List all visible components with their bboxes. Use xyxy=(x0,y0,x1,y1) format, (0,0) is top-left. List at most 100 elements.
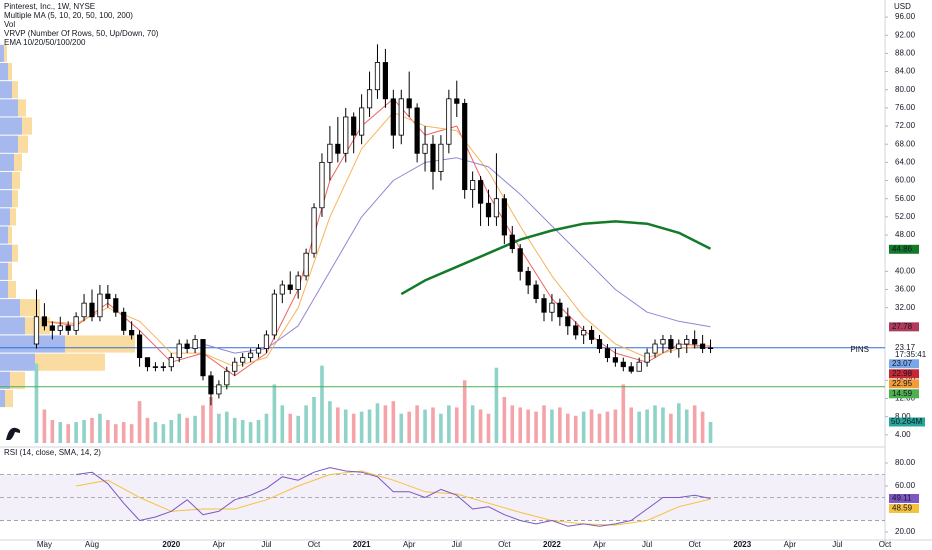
currency-label: USD xyxy=(894,2,911,11)
x-tick-label: Apr xyxy=(784,540,797,549)
profile-down xyxy=(8,280,16,299)
candle-body xyxy=(136,334,143,359)
candle-body xyxy=(454,98,460,104)
volume-bar xyxy=(653,405,657,443)
price-badge xyxy=(889,359,919,369)
candle-body xyxy=(676,343,682,349)
price-badge-label: 44.86 xyxy=(892,244,913,253)
volume-bar xyxy=(510,405,515,443)
candle-body xyxy=(287,284,293,290)
profile-down xyxy=(8,262,12,280)
rsi-badge-label: 48.59 xyxy=(892,504,913,513)
y-tick-label: 36.00 xyxy=(895,285,916,294)
candle-body xyxy=(65,325,71,331)
profile-up xyxy=(0,153,14,171)
candle-body xyxy=(73,316,79,331)
price-badge xyxy=(889,389,919,399)
x-tick-label: Jul xyxy=(642,540,652,549)
candle-body xyxy=(541,298,547,313)
last-price: 23.17 xyxy=(895,343,916,352)
x-tick-label: Apr xyxy=(593,540,606,549)
profile-up xyxy=(0,81,12,99)
candle-body xyxy=(335,143,341,154)
candle-body xyxy=(660,339,666,345)
volume-bar xyxy=(486,413,491,443)
candle-body xyxy=(446,98,452,145)
profile-up xyxy=(0,117,22,135)
volume-bar xyxy=(98,413,102,443)
candle-body xyxy=(113,298,119,313)
volume-bar xyxy=(621,384,626,443)
candle-body xyxy=(707,347,714,349)
candle-body xyxy=(485,202,492,218)
candle-body xyxy=(255,348,262,354)
volume-bar xyxy=(677,403,681,443)
candle-body xyxy=(263,334,270,349)
volume-bar xyxy=(121,422,126,443)
x-tick-label: Oct xyxy=(688,540,701,549)
candle-body xyxy=(636,361,642,372)
volume-bar xyxy=(439,413,443,443)
volume-bar xyxy=(645,409,649,443)
candle-body xyxy=(620,361,626,368)
volume-bar xyxy=(431,407,435,443)
volume-bar xyxy=(336,407,340,443)
volume-bar xyxy=(542,405,546,443)
candle-body xyxy=(517,248,523,272)
y-tick-label: 68.00 xyxy=(895,139,916,148)
candle-body xyxy=(319,161,325,209)
candle-body xyxy=(216,384,222,395)
candle-body xyxy=(351,116,357,136)
price-badge xyxy=(889,322,919,332)
y-tick-label: 80.00 xyxy=(895,85,916,94)
candle-body xyxy=(668,339,674,349)
volume-bar xyxy=(597,413,602,443)
volume-bar xyxy=(470,405,475,443)
candle-body xyxy=(311,207,317,254)
candle-body xyxy=(81,302,87,318)
volume-bar xyxy=(161,424,166,443)
volume-bar xyxy=(280,405,285,443)
indicator-label: Multiple MA (5, 10, 20, 50, 100, 200) xyxy=(4,11,133,20)
volume-bar xyxy=(526,409,530,443)
profile-down xyxy=(18,99,26,117)
x-tick-label: May xyxy=(37,540,52,549)
x-tick-label: Jul xyxy=(261,540,271,549)
y-tick-label: 48.00 xyxy=(895,230,916,239)
volume-bar xyxy=(217,413,221,443)
x-tick-label: Jul xyxy=(832,540,842,549)
volume-bar xyxy=(589,409,594,443)
volume-bar xyxy=(605,411,610,443)
y-tick-label: 84.00 xyxy=(895,67,916,76)
candle-body xyxy=(247,352,254,359)
volume-bar xyxy=(240,419,245,443)
volume-bar xyxy=(565,413,570,443)
candle-body xyxy=(557,302,563,318)
volume-bar xyxy=(581,411,586,443)
candle-body xyxy=(121,311,127,331)
candle-body xyxy=(366,89,373,109)
volume-bar xyxy=(209,396,213,443)
volume-bar xyxy=(661,407,665,443)
candle-body xyxy=(700,343,706,349)
candle-body xyxy=(33,316,40,345)
y-tick-label: 60.00 xyxy=(895,176,916,185)
candle-body xyxy=(279,284,285,295)
volume-bar xyxy=(383,405,388,443)
x-tick-label: Oct xyxy=(879,540,892,549)
x-tick-label: Jul xyxy=(452,540,462,549)
candle-body xyxy=(176,343,182,359)
candle-body xyxy=(57,325,63,331)
candle-body xyxy=(303,252,309,277)
candle-body xyxy=(168,357,174,368)
moving-average xyxy=(202,157,711,354)
candle-body xyxy=(382,62,389,100)
rsi-badge xyxy=(889,493,919,503)
candle-body xyxy=(581,329,587,336)
rsi-badge-label: 49.11 xyxy=(892,494,912,503)
profile-up xyxy=(0,44,4,62)
candle-body xyxy=(628,366,634,372)
volume-bar xyxy=(58,422,63,443)
candle-body xyxy=(184,343,190,349)
candle-body xyxy=(390,98,396,136)
